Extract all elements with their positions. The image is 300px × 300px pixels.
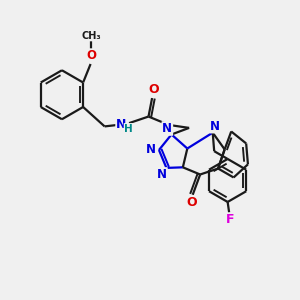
Text: N: N <box>210 120 220 133</box>
Text: N: N <box>116 118 127 131</box>
Text: CH₃: CH₃ <box>82 31 101 40</box>
Text: O: O <box>86 49 97 62</box>
Text: N: N <box>157 168 167 181</box>
Text: F: F <box>226 213 234 226</box>
Text: H: H <box>124 124 133 134</box>
Text: N: N <box>146 143 156 156</box>
Text: N: N <box>162 122 172 135</box>
Text: O: O <box>148 83 159 97</box>
Text: O: O <box>186 196 196 209</box>
